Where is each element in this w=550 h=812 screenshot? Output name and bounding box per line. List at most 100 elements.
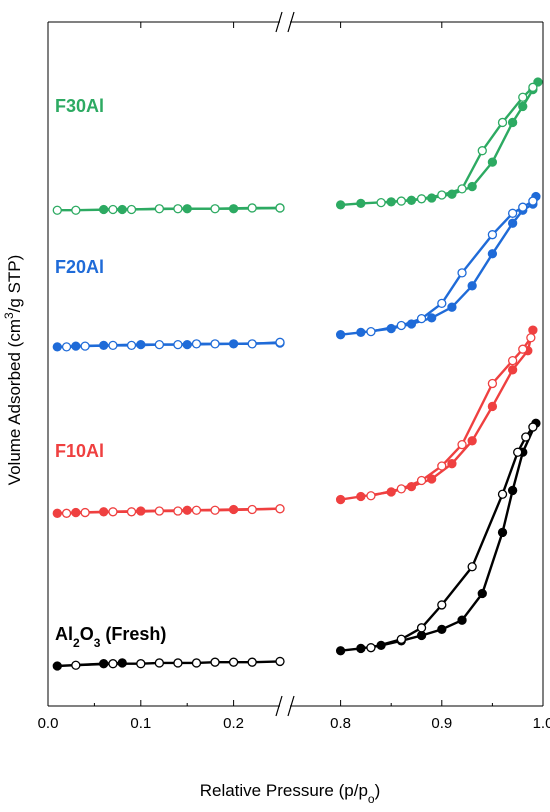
- desorption-point: [526, 333, 536, 343]
- adsorption-line: [340, 196, 538, 336]
- desorption-point: [437, 298, 447, 309]
- series-label-part: Al: [55, 624, 73, 644]
- desorption-point: [80, 507, 90, 518]
- desorption-point: [173, 339, 183, 350]
- adsorption-point: [457, 615, 467, 625]
- x-tick-label: 0.0: [38, 715, 59, 732]
- desorption-point: [61, 342, 72, 352]
- desorption-point: [228, 657, 239, 667]
- desorption-point: [210, 339, 220, 349]
- series-label-1: Al2O3 (Fresh): [55, 624, 166, 650]
- desorption-point: [477, 146, 487, 156]
- desorption-point: [513, 447, 523, 457]
- adsorption-point: [335, 200, 346, 210]
- series-label-sub: 2: [73, 636, 80, 650]
- adsorption-point: [52, 508, 62, 518]
- x-tick-label: 0.9: [431, 715, 452, 732]
- desorption-point: [416, 475, 427, 486]
- desorption-point: [396, 634, 406, 644]
- adsorption-point: [416, 630, 427, 641]
- x-tick-label: 0.2: [223, 715, 244, 732]
- desorption-point: [528, 196, 538, 206]
- desorption-point: [108, 340, 118, 351]
- adsorption-point: [528, 325, 538, 335]
- desorption-point: [247, 504, 257, 515]
- adsorption-point: [487, 157, 498, 167]
- desorption-point: [126, 340, 137, 351]
- desorption-point: [210, 204, 220, 214]
- desorption-point: [71, 660, 81, 670]
- adsorption-point: [477, 588, 487, 599]
- adsorption-point: [356, 198, 366, 209]
- axis-break-mark: [287, 695, 295, 717]
- desorption-point: [457, 184, 467, 194]
- series-label-sub: 3: [94, 636, 101, 650]
- desorption-point: [528, 82, 538, 92]
- desorption-point: [487, 230, 498, 240]
- desorption-point: [126, 204, 137, 215]
- desorption-line: [381, 86, 534, 204]
- desorption-point: [416, 313, 427, 324]
- desorption-point: [71, 205, 81, 215]
- desorption-point: [61, 508, 72, 518]
- desorption-point: [518, 202, 528, 212]
- desorption-line: [75, 660, 281, 667]
- adsorption-point: [356, 491, 366, 502]
- desorption-point: [173, 506, 183, 516]
- desorption-point: [191, 505, 202, 515]
- desorption-line: [66, 507, 281, 515]
- desorption-point: [467, 562, 477, 572]
- series-label-2: F10Al: [55, 441, 104, 461]
- desorption-point: [518, 344, 528, 354]
- desorption-point: [497, 117, 508, 128]
- adsorption-point: [52, 342, 62, 352]
- desorption-point: [191, 658, 202, 668]
- series-label-part: O: [80, 624, 94, 644]
- ticks-layer: 0.0 0.1 0.2 0.8 0.9 1.0: [38, 22, 550, 732]
- desorption-point: [173, 204, 183, 214]
- series-label-part: (Fresh): [100, 624, 166, 644]
- axis-break-mark: [287, 11, 295, 33]
- desorption-point: [437, 461, 447, 471]
- adsorption-point: [497, 527, 508, 538]
- x-tick-label: 1.0: [533, 715, 550, 732]
- adsorption-point: [487, 249, 498, 259]
- desorption-point: [275, 504, 285, 514]
- desorption-point: [154, 339, 165, 350]
- adsorption-point: [335, 494, 346, 505]
- desorption-point: [210, 657, 220, 667]
- desorption-point: [275, 656, 285, 667]
- adsorption-point: [467, 436, 477, 446]
- adsorption-point: [507, 117, 518, 128]
- series-1: [52, 418, 541, 671]
- desorption-point: [396, 196, 406, 206]
- desorption-point: [136, 659, 146, 669]
- axis-break-mark: [275, 695, 283, 717]
- adsorption-point: [356, 643, 366, 654]
- desorption-point: [507, 208, 518, 218]
- desorption-point: [275, 203, 285, 213]
- x-axis-title: Relative Pressure (p/po): [200, 781, 381, 806]
- desorption-point: [154, 506, 165, 516]
- desorption-point: [154, 658, 165, 668]
- desorption-point: [108, 659, 118, 669]
- desorption-point: [507, 355, 518, 366]
- adsorption-point: [447, 302, 457, 312]
- desorption-point: [366, 643, 376, 653]
- desorption-point: [416, 623, 427, 633]
- adsorption-point: [356, 327, 366, 338]
- adsorption-point: [467, 181, 477, 192]
- adsorption-point: [427, 474, 437, 484]
- adsorption-point: [427, 313, 437, 323]
- series-layer: [52, 77, 543, 671]
- desorption-line: [57, 206, 280, 212]
- desorption-line: [370, 200, 534, 333]
- x-tick-label: 0.8: [330, 715, 351, 732]
- desorption-point: [154, 204, 165, 214]
- desorption-point: [457, 268, 467, 278]
- desorption-line: [66, 341, 281, 349]
- adsorption-point: [507, 365, 518, 375]
- adsorption-point: [52, 661, 62, 671]
- series-3: [52, 191, 541, 352]
